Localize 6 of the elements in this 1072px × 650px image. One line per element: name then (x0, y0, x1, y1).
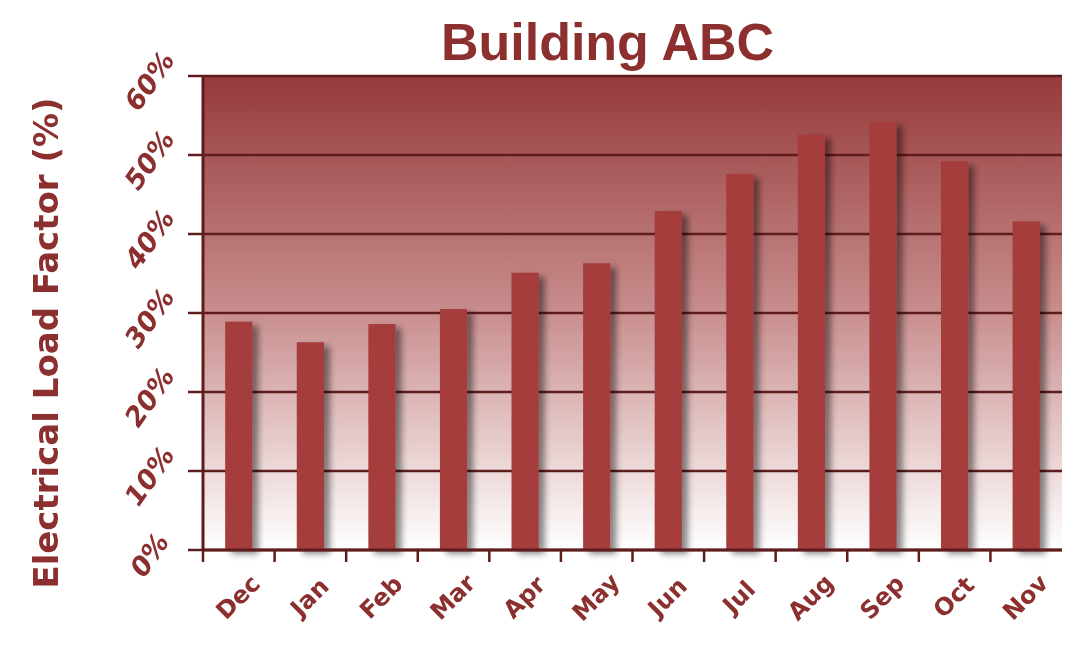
x-tick-label: Jul (715, 575, 762, 621)
y-tick-label: 0% (123, 527, 176, 583)
chart-title: Building ABC (440, 13, 775, 71)
x-tick-label: Feb (354, 570, 409, 625)
y-axis-title: Electrical Load Factor (%) (25, 97, 66, 589)
x-tick-label: Oct (927, 571, 981, 624)
